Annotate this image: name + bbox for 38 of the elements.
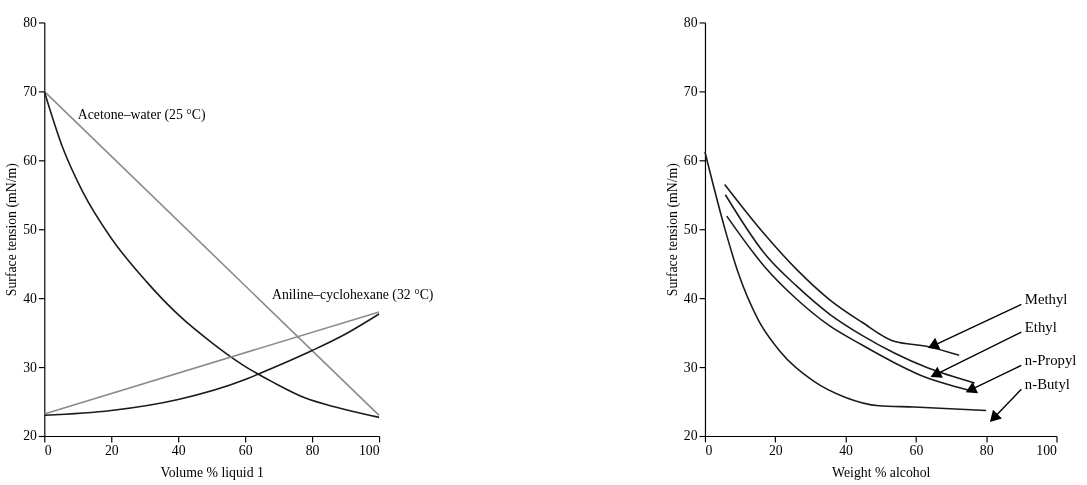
line-series xyxy=(723,183,960,357)
x-tick-label: 60 xyxy=(238,443,253,459)
text: Ethyl xyxy=(1024,319,1057,336)
y-tick-label: 40 xyxy=(683,290,698,306)
y-tick-label: 70 xyxy=(683,83,698,99)
y-tick-label: 40 xyxy=(23,290,38,306)
text: n-Propyl xyxy=(1024,352,1077,369)
x-tick-label: 20 xyxy=(768,443,783,459)
x-tick-label: 40 xyxy=(171,443,186,459)
annotation: Acetone–water (25 °C) xyxy=(77,107,206,124)
y-tick-label: 60 xyxy=(683,152,698,168)
y-tick-label: 80 xyxy=(23,14,38,30)
x-tick-label: 0 xyxy=(44,443,52,459)
x-tick-label: 80 xyxy=(305,443,320,459)
x-tick-label: 60 xyxy=(909,443,924,459)
x-axis-title: Volume % liquid 1 xyxy=(160,464,264,480)
y-tick-label: 50 xyxy=(683,221,698,237)
y-tick-label: 20 xyxy=(683,428,698,444)
y-tick-label: 30 xyxy=(23,359,38,375)
text: Methyl xyxy=(1024,291,1068,308)
y-tick-label: 50 xyxy=(23,221,38,237)
x-tick-label: 0 xyxy=(705,443,713,459)
y-tick-label: 70 xyxy=(23,83,38,99)
x-axis-title: Weight % alcohol xyxy=(832,464,931,480)
x-tick-label: 100 xyxy=(1036,443,1058,459)
y-tick-label: 20 xyxy=(23,428,38,444)
line-series xyxy=(704,151,987,412)
y-axis-title: Surface tension (mN/m) xyxy=(664,163,681,297)
x-tick-label: 20 xyxy=(104,443,119,459)
x-tick-label: 80 xyxy=(979,443,994,459)
y-axis-title: Surface tension (mN/m) xyxy=(4,163,21,297)
text: n-Butyl xyxy=(1024,376,1070,393)
y-tick-label: 80 xyxy=(683,14,698,30)
x-tick-label: 100 xyxy=(358,443,380,459)
y-tick-label: 60 xyxy=(23,152,38,168)
y-tick-label: 30 xyxy=(683,359,698,375)
x-tick-label: 40 xyxy=(839,443,854,459)
annotation: Aniline–cyclohexane (32 °C) xyxy=(271,286,434,303)
